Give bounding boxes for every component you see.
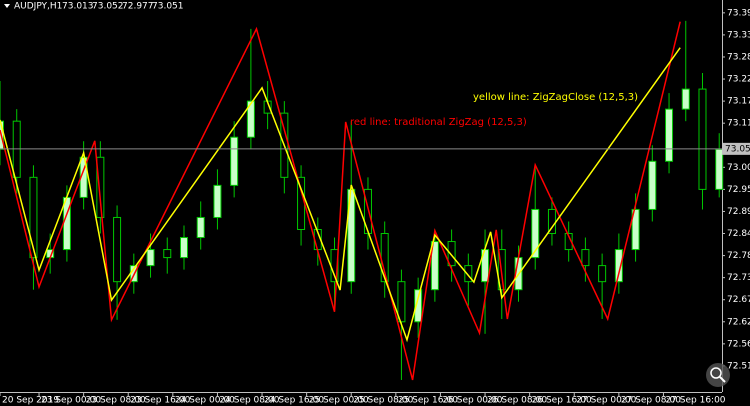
candle-body <box>29 176 38 259</box>
candle-body <box>179 237 188 259</box>
zigzag-line <box>0 21 681 381</box>
y-tick-label: 73.005 <box>727 163 750 173</box>
candle-body <box>414 289 423 323</box>
x-tick-label: 27 Sep 16:00 <box>665 396 725 406</box>
ohlc-close: 73.051 <box>152 2 184 12</box>
y-tick-label: 72.565 <box>727 339 750 349</box>
y-tick-label: 72.840 <box>727 229 750 239</box>
candle-body <box>196 216 205 239</box>
candle-body <box>397 281 406 323</box>
symbol-icon <box>4 4 10 8</box>
zoom-button[interactable] <box>706 363 730 387</box>
y-tick-label: 73.390 <box>727 8 750 18</box>
x-tick-label: 20 Sep 2019 <box>2 396 59 406</box>
zoom-glass <box>710 367 722 379</box>
x-tick-label: 25 Sep 08:00 <box>353 396 413 406</box>
y-tick-label: 72.895 <box>727 207 750 217</box>
candle-body <box>614 249 623 283</box>
y-tick-label: 73.280 <box>727 52 750 62</box>
y-tick-label: 73.170 <box>727 97 750 107</box>
x-tick-label: 24 Sep 08:00 <box>219 396 279 406</box>
x-tick-label: 26 Sep 00:00 <box>442 396 502 406</box>
x-tick-label: 25 Sep 16:00 <box>398 396 458 406</box>
y-tick-label: 73.115 <box>727 119 750 129</box>
y-tick-label: 72.510 <box>727 361 750 371</box>
candle-body <box>564 233 573 251</box>
zigzag-line <box>0 47 681 343</box>
candle-body <box>163 249 172 259</box>
ohlc-low: 72.977 <box>122 2 154 12</box>
y-tick-label: 72.950 <box>727 185 750 195</box>
candle-body <box>464 265 473 283</box>
x-tick-label: 27 Sep 08:00 <box>621 396 681 406</box>
y-tick-label: 72.785 <box>727 251 750 261</box>
candle-body <box>598 265 607 283</box>
ohlc-open: 73.013 <box>62 2 94 12</box>
candle-body <box>146 249 155 267</box>
candle-body <box>447 241 456 267</box>
candle-body <box>631 208 640 251</box>
x-tick-label: 27 Sep 00:00 <box>576 396 636 406</box>
candle-body <box>213 184 222 218</box>
candle-body <box>581 249 590 267</box>
x-tick-label: 23 Sep 00:00 <box>41 396 101 406</box>
annotation: red line: traditional ZigZag (12,5,3) <box>350 117 527 128</box>
symbol: AUDJPY,H1 <box>14 2 62 12</box>
x-tick-label: 26 Sep 08:00 <box>487 396 547 406</box>
ohlc-high: 73.052 <box>92 2 124 12</box>
candle-body <box>648 160 657 210</box>
zoom-icon[interactable] <box>706 363 730 387</box>
candle-body <box>698 88 707 190</box>
current-price-label: 73.051 <box>725 144 750 154</box>
candle-body <box>230 136 239 186</box>
x-tick-label: 24 Sep 16:00 <box>264 396 324 406</box>
x-tick-label: 25 Sep 00:00 <box>309 396 369 406</box>
current-price-box <box>722 142 750 155</box>
zoom-handle <box>719 376 726 383</box>
candle-body <box>715 148 724 190</box>
candle-body <box>96 156 105 218</box>
candle-body <box>113 216 122 283</box>
x-tick-label: 23 Sep 08:00 <box>86 396 146 406</box>
y-tick-label: 72.675 <box>727 295 750 305</box>
candle-body <box>531 208 540 259</box>
candle-body <box>665 108 674 162</box>
y-tick-label: 73.225 <box>727 75 750 85</box>
annotation: yellow line: ZigZagClose (12,5,3) <box>473 92 638 103</box>
y-tick-label: 72.620 <box>727 317 750 327</box>
x-tick-label: 23 Sep 16:00 <box>130 396 190 406</box>
candle-body <box>681 88 690 110</box>
candle-body <box>430 241 439 291</box>
y-tick-label: 73.335 <box>727 30 750 40</box>
y-tick-label: 72.730 <box>727 273 750 283</box>
candle-body <box>246 100 255 138</box>
x-tick-label: 26 Sep 16:00 <box>532 396 592 406</box>
x-tick-label: 24 Sep 00:00 <box>175 396 235 406</box>
candle-body <box>297 176 306 231</box>
